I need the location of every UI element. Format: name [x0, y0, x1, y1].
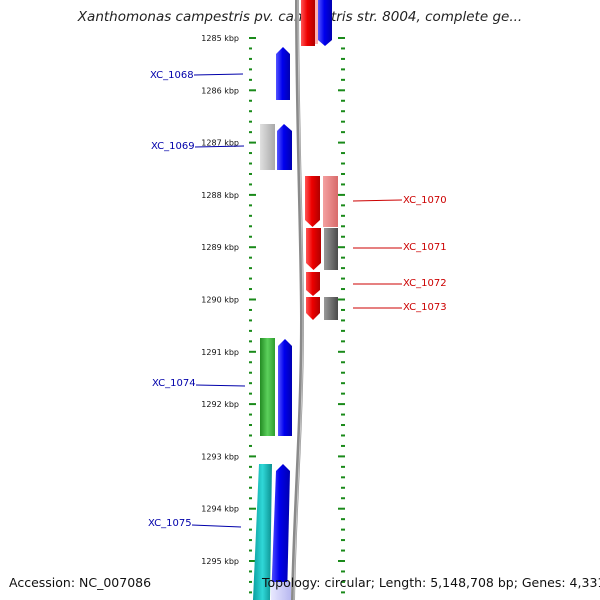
kbp-label: 1289 kbp — [201, 243, 239, 252]
kbp-label: 1287 kbp — [201, 139, 239, 148]
gene-arrow-xc-1075[interactable] — [271, 464, 290, 600]
gene-label-xc-1070[interactable]: XC_1070 — [403, 195, 447, 206]
feature-top-blue — [318, 0, 332, 46]
kbp-label: 1291 kbp — [201, 348, 239, 357]
gene-box-xc-1070 — [323, 176, 338, 227]
gene-label-xc-1069[interactable]: XC_1069 — [151, 141, 195, 152]
left-ruler — [249, 37, 256, 594]
gene-arrow-xc-1070[interactable] — [305, 176, 320, 227]
kbp-label: 1293 kbp — [201, 452, 239, 461]
feature-bottom-pale — [271, 582, 291, 600]
gene-labels: XC_1068 XC_1069 XC_1070 XC_1071 XC_1072 XC_10… — [148, 70, 447, 529]
gene-arrow-xc-1069[interactable] — [277, 124, 292, 170]
gene-arrow-xc-1072[interactable] — [306, 272, 320, 296]
genome-backbone — [291, 0, 305, 600]
gene-leader-line — [352, 199, 403, 202]
gene-box-xc-1069 — [260, 124, 275, 170]
gene-arrow-xc-1068[interactable] — [276, 47, 290, 100]
gene-box-xc-1074 — [260, 338, 275, 436]
gene-leader-line — [194, 145, 245, 148]
gene-arrow-xc-1071[interactable] — [306, 228, 321, 270]
gene-box-xc-1071 — [324, 228, 338, 270]
gene-box-xc-1075 — [253, 464, 272, 600]
accession-text: Accession: NC_007086 — [9, 575, 152, 590]
kbp-labels: 1285 kbp 1286 kbp 1287 kbp 1288 kbp 1289 kbp… — [201, 34, 239, 566]
kbp-label: 1290 kbp — [201, 296, 239, 305]
kbp-label: 1292 kbp — [201, 400, 239, 409]
gene-leader-line — [195, 384, 246, 387]
gene-label-xc-1068[interactable]: XC_1068 — [150, 70, 194, 81]
right-ruler — [338, 37, 345, 594]
gene-label-xc-1073[interactable]: XC_1073 — [403, 302, 447, 313]
feature-top-red — [301, 0, 318, 46]
gene-label-xc-1074[interactable]: XC_1074 — [152, 378, 196, 389]
gene-label-xc-1072[interactable]: XC_1072 — [403, 278, 447, 289]
gene-leader-line — [191, 524, 242, 528]
gene-label-xc-1071[interactable]: XC_1071 — [403, 242, 447, 253]
kbp-label: 1295 kbp — [201, 557, 239, 566]
kbp-label: 1294 kbp — [201, 505, 239, 514]
kbp-label: 1285 kbp — [201, 34, 239, 43]
gene-label-xc-1075[interactable]: XC_1075 — [148, 518, 192, 529]
genome-backbone-highlight — [293, 0, 304, 600]
gene-arrow-xc-1073[interactable] — [306, 297, 320, 320]
gene-leader-line — [193, 73, 244, 76]
map-title: Xanthomonas campestris pv. campestris st… — [77, 9, 523, 25]
kbp-label: 1286 kbp — [201, 86, 239, 95]
kbp-label: 1288 kbp — [201, 191, 239, 200]
topology-text: Topology: circular; Length: 5,148,708 bp… — [262, 575, 600, 590]
gene-arrow-xc-1074[interactable] — [278, 339, 292, 436]
gene-box-xc-1073 — [324, 297, 338, 320]
